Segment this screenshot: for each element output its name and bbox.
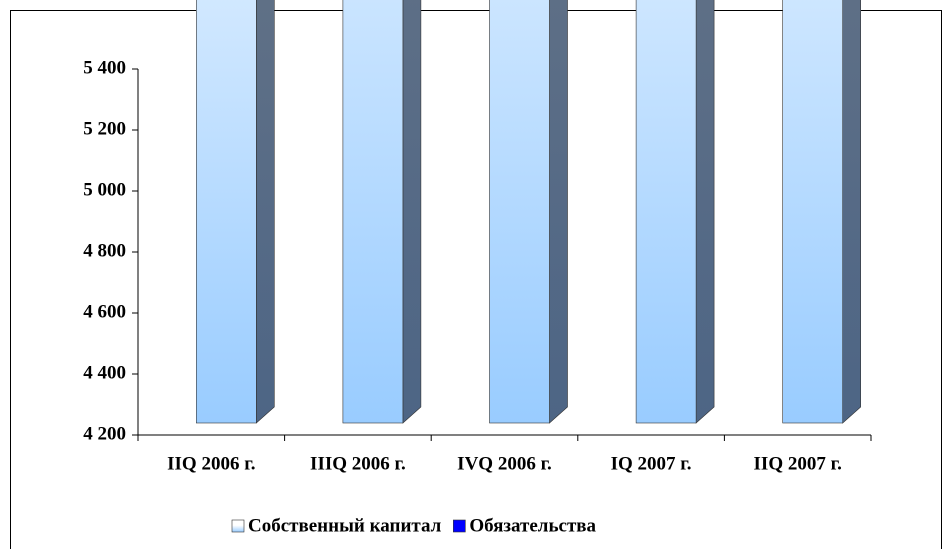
y-tick-label: 4 400 [83, 362, 126, 383]
y-tick-label: 4 800 [83, 240, 126, 261]
bar-side [695, 0, 715, 424]
x-tick-label: IIQ 2006 г. [167, 453, 255, 474]
bar [489, 0, 550, 424]
bar [342, 0, 404, 424]
bar [782, 0, 844, 424]
legend-label: Собственный капитал [248, 515, 442, 536]
bar-side [842, 0, 862, 424]
y-tick-label: 5 000 [83, 179, 126, 200]
x-tick-label: IIIQ 2006 г. [310, 453, 406, 474]
x-tick-label: IQ 2007 г. [611, 453, 692, 474]
bar [635, 0, 697, 424]
y-tick-label: 5 200 [83, 118, 126, 139]
x-tick-label: IIQ 2007 г. [754, 453, 842, 474]
y-tick-label: 4 600 [83, 301, 126, 322]
x-tick-label: IVQ 2006 г. [457, 453, 552, 474]
y-tick-label: 4 200 [83, 423, 126, 444]
legend-swatch [231, 519, 245, 533]
legend-swatch [453, 519, 466, 533]
bar-side [402, 0, 422, 424]
bar [196, 0, 257, 424]
legend-label: Обязательства [469, 515, 596, 536]
bar-side [549, 0, 568, 424]
y-tick-label: 5 400 [83, 57, 126, 78]
bar-side [255, 0, 275, 424]
